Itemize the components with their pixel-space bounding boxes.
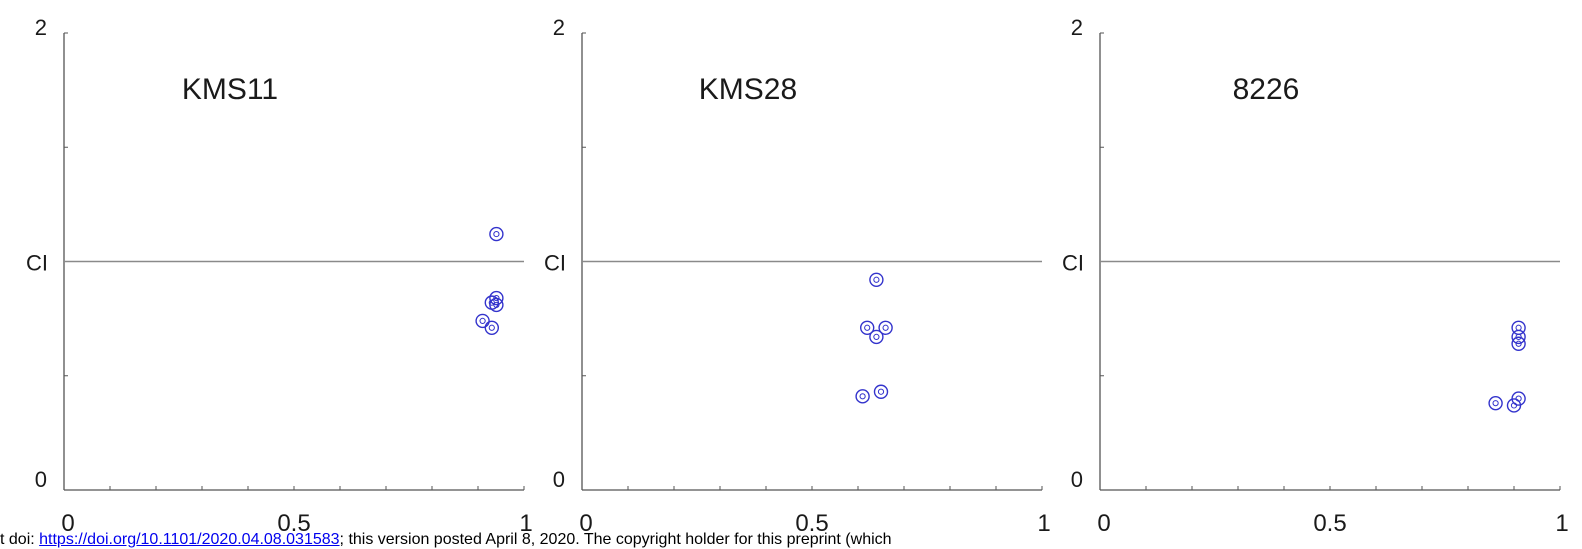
chart-panel-1: KMS11 2 0 CI 0 0.5 1 — [26, 15, 533, 537]
data-point — [1488, 395, 1503, 411]
footer-suffix: ; this version posted April 8, 2020. The… — [339, 531, 892, 548]
data-point-core — [1515, 340, 1522, 347]
data-point-core — [1515, 324, 1522, 331]
data-point — [489, 290, 504, 306]
data-point — [869, 329, 884, 345]
data-point — [489, 226, 504, 242]
x-tick-label: 0.5 — [795, 510, 828, 537]
data-point — [475, 313, 490, 329]
y-tick-label: 0 — [553, 467, 565, 492]
data-point-core — [493, 301, 500, 309]
y-tick-label: 0 — [1071, 467, 1083, 492]
y-axis-label: CI — [1062, 251, 1084, 276]
data-point — [1511, 336, 1526, 351]
data-point — [878, 320, 893, 335]
y-axis-label: CI — [26, 251, 48, 276]
chart-panel-3: 8226 2 0 CI 0 0.5 1 — [1062, 15, 1569, 537]
x-tick-label: 1 — [519, 510, 532, 537]
data-point-core — [493, 230, 500, 238]
data-point-ring — [1506, 398, 1522, 413]
data-point-ring — [869, 329, 884, 345]
doi-link[interactable]: https://doi.org/10.1101/2020.04.08.03158… — [39, 531, 340, 548]
chart-title: KMS11 — [182, 73, 278, 106]
data-point-ring — [475, 313, 490, 329]
data-point-core — [859, 393, 866, 400]
data-point-core — [873, 333, 880, 341]
chart-title: KMS28 — [699, 73, 797, 106]
y-tick-label: 2 — [1071, 15, 1083, 40]
data-point-ring — [1511, 336, 1526, 351]
data-point-ring — [1511, 329, 1526, 345]
data-point — [873, 384, 889, 399]
data-point-ring — [1488, 395, 1503, 411]
data-point-core — [877, 388, 885, 395]
data-point — [1506, 398, 1522, 413]
data-point-core — [864, 324, 871, 331]
chart-panel-2: KMS28 2 0 CI 0 0.5 1 — [544, 15, 1051, 537]
data-point-core — [493, 294, 500, 302]
data-point-core — [1492, 400, 1499, 407]
data-point-ring — [489, 297, 504, 313]
y-tick-label: 2 — [553, 15, 565, 40]
data-point-ring — [855, 389, 870, 404]
data-point-ring — [873, 384, 889, 399]
data-point-ring — [878, 320, 893, 335]
x-tick-label: 0.5 — [277, 510, 310, 537]
x-tick-label: 0 — [61, 510, 74, 537]
y-axis-label: CI — [544, 251, 566, 276]
x-tick-label: 1 — [1555, 510, 1568, 537]
data-point — [869, 272, 884, 287]
x-tick-label: 0 — [579, 510, 592, 537]
data-point-ring — [489, 226, 504, 242]
data-point-core — [488, 324, 495, 331]
chart-title: 8226 — [1233, 73, 1300, 106]
data-point-core — [1515, 333, 1522, 341]
data-point — [484, 320, 499, 335]
data-point-ring — [484, 320, 499, 335]
data-point-core — [873, 276, 880, 283]
footer-prefix: t doi: — [0, 531, 40, 548]
data-point — [489, 297, 504, 313]
y-tick-label: 0 — [35, 467, 47, 492]
data-point-ring — [489, 290, 504, 306]
data-point — [1511, 329, 1526, 345]
preprint-footer: t doi: https://doi.org/10.1101/2020.04.0… — [0, 531, 1582, 549]
y-tick-label: 2 — [35, 15, 47, 40]
data-point-ring — [860, 320, 875, 335]
data-point-core — [479, 317, 486, 325]
data-point — [855, 389, 870, 404]
x-tick-label: 0 — [1097, 510, 1110, 537]
x-tick-label: 1 — [1037, 510, 1050, 537]
data-point — [860, 320, 875, 335]
x-tick-label: 0.5 — [1313, 510, 1346, 537]
data-point-ring — [869, 272, 884, 287]
data-point-core — [882, 324, 889, 331]
data-point-core — [1510, 402, 1518, 409]
